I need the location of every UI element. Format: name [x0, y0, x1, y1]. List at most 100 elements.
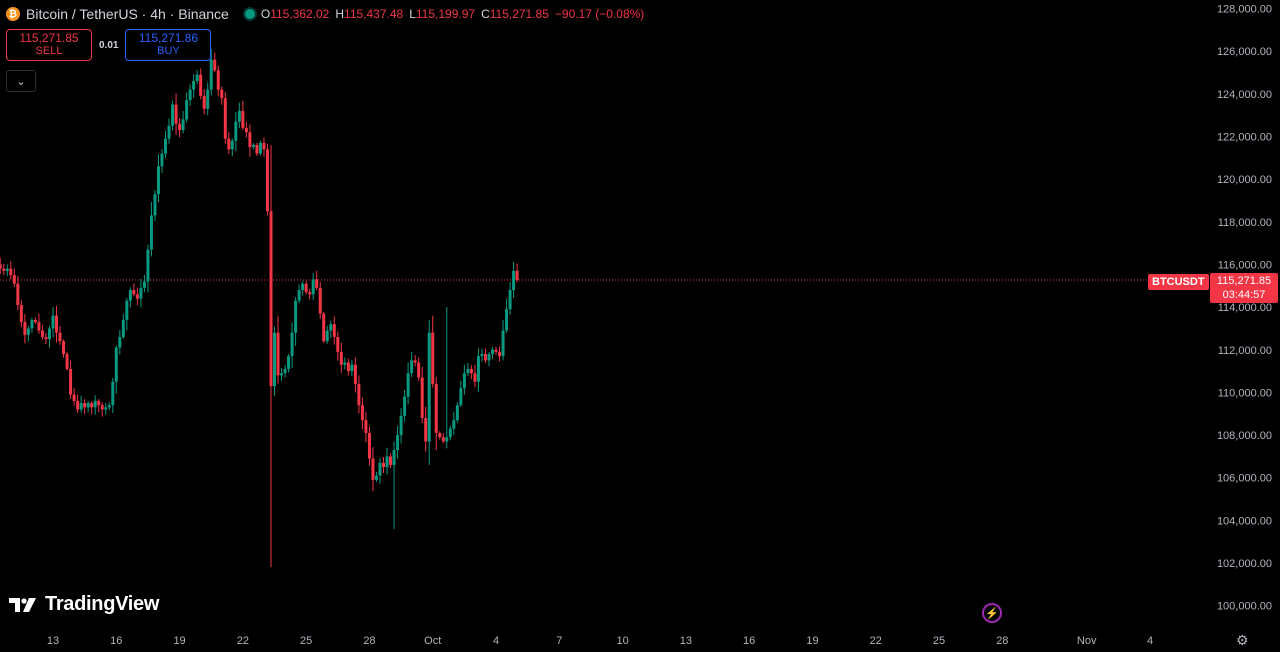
- candle-body: [156, 166, 160, 195]
- price-tick-label: 106,000.00: [1217, 473, 1272, 485]
- candle-body: [410, 360, 414, 374]
- candle-body: [413, 360, 417, 363]
- candle-body: [304, 283, 308, 293]
- time-tick-label: Nov: [1077, 635, 1097, 647]
- ohlc-open: 115,362.02: [270, 7, 330, 21]
- candle-body: [420, 377, 424, 418]
- candle-body: [174, 104, 178, 124]
- candle-body: [283, 368, 287, 374]
- gear-icon[interactable]: ⚙: [1236, 632, 1249, 648]
- bitcoin-icon: ₿: [6, 7, 20, 21]
- candle-body: [512, 270, 516, 291]
- ohlc-low: 115,199.97: [415, 7, 476, 21]
- candle-body: [336, 336, 340, 352]
- candle-body: [139, 287, 143, 299]
- candle-body: [315, 279, 319, 288]
- ohlc-key-high: H: [335, 7, 345, 21]
- trade-panel: 115,271.85 SELL 0.01 115,271.86 BUY: [6, 29, 212, 61]
- price-tick-label: 114,000.00: [1218, 302, 1272, 314]
- candle-body: [445, 437, 449, 442]
- price-tick-label: 122,000.00: [1217, 131, 1272, 143]
- candle-body: [76, 400, 80, 410]
- time-tick-label: 28: [996, 635, 1008, 647]
- sell-price: 115,271.85: [19, 31, 79, 45]
- candle-body: [199, 74, 203, 96]
- candle-body: [473, 373, 477, 382]
- candle-body: [265, 149, 269, 212]
- candle-body: [332, 324, 336, 337]
- candle-body: [367, 432, 371, 459]
- price-axis[interactable]: 100,000.00 102,000.00 104,000.00 106,000.00…: [1217, 4, 1272, 613]
- last-price-label: 115,271.85 03:44:57: [1210, 273, 1278, 303]
- symbol-header: ₿ Bitcoin / TetherUS · 4h · Binance O115…: [6, 5, 644, 23]
- candle-body: [353, 364, 357, 384]
- time-tick-label: 4: [493, 635, 499, 647]
- candle-body: [325, 330, 329, 342]
- candle-body: [142, 281, 146, 288]
- candle-body: [167, 125, 171, 139]
- candle-body: [491, 349, 495, 355]
- candle-body: [374, 475, 378, 480]
- sell-button[interactable]: 115,271.85 SELL: [6, 29, 92, 61]
- candle-body: [128, 290, 132, 301]
- price-tick-label: 128,000.00: [1217, 4, 1272, 16]
- tradingview-logo-icon: [9, 597, 36, 612]
- candle-body: [125, 300, 129, 320]
- candle-body: [206, 89, 210, 109]
- candle-body: [322, 313, 326, 342]
- lightning-icon[interactable]: ⚡: [982, 603, 1002, 623]
- candle-body: [181, 119, 185, 131]
- candle-body: [318, 287, 322, 314]
- buy-button[interactable]: 115,271.86 BUY: [125, 29, 212, 61]
- candle-body: [90, 403, 94, 408]
- price-tick-label: 102,000.00: [1217, 558, 1272, 570]
- candle-body: [371, 458, 375, 480]
- candle-body: [378, 462, 382, 476]
- price-tick-label: 118,000.00: [1218, 217, 1272, 229]
- candle-body: [350, 364, 354, 372]
- time-tick-label: 25: [300, 635, 312, 647]
- time-axis[interactable]: 13 16 19 22 25 28 Oct 4 7 10 13 16 19 22 25 28 Nov 4: [47, 635, 1153, 647]
- symbol-title[interactable]: Bitcoin / TetherUS · 4h · Binance: [26, 6, 229, 22]
- market-status-dot[interactable]: [244, 9, 255, 19]
- candle-body: [403, 396, 407, 416]
- candle-body: [51, 315, 55, 329]
- price-tick-label: 110,000.00: [1218, 387, 1272, 399]
- candle-body: [40, 330, 44, 337]
- candle-body: [505, 309, 509, 331]
- candle-body: [389, 456, 393, 465]
- candle-body: [213, 59, 217, 71]
- candle-body: [33, 319, 37, 323]
- candle-body: [185, 100, 189, 120]
- candle-body: [153, 194, 157, 216]
- candle-body: [65, 354, 69, 369]
- candle-body: [195, 74, 199, 82]
- time-tick-label: 25: [933, 635, 945, 647]
- candle-body: [62, 341, 66, 355]
- collapse-panel-button[interactable]: ⌄: [6, 70, 36, 92]
- symbol-price-tag: BTCUSDT: [1148, 274, 1209, 290]
- candle-body: [241, 110, 245, 128]
- price-tick-label: 104,000.00: [1217, 515, 1272, 527]
- price-tick-label: 100,000.00: [1217, 601, 1272, 613]
- candle-body: [0, 264, 2, 269]
- candle-body: [399, 415, 403, 436]
- candle-body: [230, 140, 234, 150]
- candle-body: [269, 211, 273, 387]
- time-tick-label: 22: [870, 635, 882, 647]
- candle-body: [5, 268, 9, 271]
- candle-body: [466, 368, 470, 374]
- candle-body: [192, 81, 196, 90]
- candle-body: [364, 420, 368, 433]
- candle-body: [220, 89, 224, 99]
- time-tick-label: 19: [173, 635, 185, 647]
- candle-body: [462, 373, 466, 389]
- candle-body: [83, 403, 87, 408]
- candle-body: [480, 354, 484, 357]
- price-tick-label: 124,000.00: [1217, 89, 1272, 101]
- candle-body: [438, 432, 442, 438]
- time-tick-label: 16: [110, 635, 122, 647]
- candle-body: [301, 283, 305, 291]
- tradingview-logo[interactable]: TradingView: [9, 593, 159, 616]
